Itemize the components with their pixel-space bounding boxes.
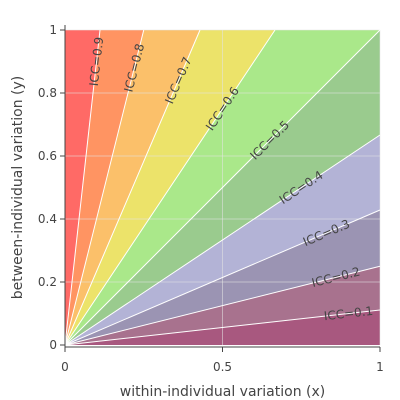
y-tick-label: 1 bbox=[49, 23, 57, 37]
boundary-layer bbox=[64, 29, 381, 346]
y-tick-label: 0.4 bbox=[38, 212, 57, 226]
x-tick-label: 0 bbox=[61, 360, 69, 374]
x-tick-labels: 0 0.5 1 bbox=[61, 347, 384, 374]
y-tick-label: 0.6 bbox=[38, 149, 57, 163]
boundary-line bbox=[64, 209, 381, 346]
icc-label: ICC=0.1 bbox=[323, 304, 374, 323]
x-tick-label: 1 bbox=[376, 360, 384, 374]
y-tick-label: 0 bbox=[49, 338, 57, 352]
y-axis-title: between-individual variation (y) bbox=[10, 76, 26, 300]
x-tick-label: 0.5 bbox=[213, 360, 232, 374]
boundary-line bbox=[64, 29, 381, 346]
boundary-line bbox=[64, 265, 381, 346]
boundary-line bbox=[64, 29, 201, 346]
boundary-line bbox=[64, 29, 145, 346]
boundary-line bbox=[64, 29, 276, 346]
boundary-line bbox=[64, 29, 101, 346]
y-tick-label: 0.8 bbox=[38, 86, 57, 100]
boundary-line bbox=[64, 309, 381, 346]
y-tick-label: 0.2 bbox=[38, 275, 57, 289]
y-tick-labels: 0 0.2 0.4 0.6 0.8 1 bbox=[38, 23, 65, 352]
icc-label: ICC=0.9 bbox=[87, 36, 106, 87]
boundary-line bbox=[64, 134, 381, 346]
x-axis-title: within-individual variation (x) bbox=[120, 384, 325, 400]
